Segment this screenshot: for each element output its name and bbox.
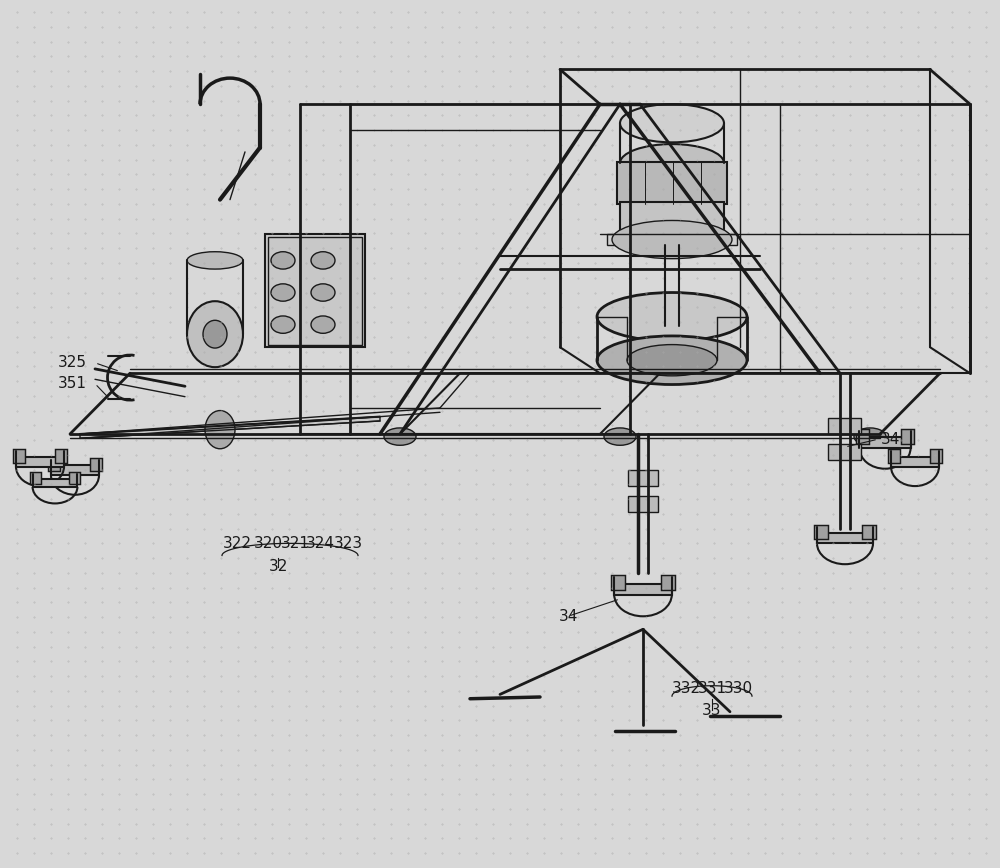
Polygon shape: [80, 417, 380, 438]
Bar: [55, 449, 67, 463]
Bar: [930, 449, 942, 463]
Bar: [620, 202, 724, 237]
Bar: [617, 162, 727, 204]
Ellipse shape: [311, 284, 335, 301]
Text: 332: 332: [671, 681, 701, 696]
Ellipse shape: [620, 144, 724, 182]
Bar: [888, 449, 900, 463]
Text: 320: 320: [254, 536, 283, 551]
Bar: [265, 234, 365, 347]
Ellipse shape: [187, 301, 243, 367]
Text: 321: 321: [280, 536, 310, 551]
Bar: [814, 524, 828, 539]
Ellipse shape: [597, 293, 747, 341]
Ellipse shape: [620, 104, 724, 142]
Bar: [30, 472, 41, 483]
Bar: [828, 418, 861, 434]
Bar: [13, 449, 25, 463]
Bar: [69, 472, 80, 483]
Bar: [51, 465, 99, 475]
Ellipse shape: [311, 252, 335, 269]
Bar: [48, 457, 60, 471]
Bar: [614, 583, 672, 595]
Text: 33: 33: [702, 702, 722, 718]
Ellipse shape: [384, 428, 416, 445]
Ellipse shape: [612, 220, 732, 259]
Text: 325: 325: [58, 355, 87, 371]
Bar: [90, 457, 102, 471]
Bar: [862, 524, 876, 539]
Bar: [268, 237, 362, 345]
Bar: [628, 470, 658, 486]
Bar: [817, 533, 873, 543]
Ellipse shape: [271, 284, 295, 301]
Bar: [628, 496, 658, 512]
Bar: [661, 575, 675, 590]
Bar: [891, 457, 939, 466]
Text: 32: 32: [268, 559, 288, 575]
Bar: [611, 575, 625, 590]
Text: 34: 34: [558, 608, 578, 624]
Text: 322: 322: [222, 536, 252, 551]
Text: 323: 323: [333, 536, 363, 551]
Bar: [901, 429, 914, 444]
Bar: [607, 234, 737, 245]
Ellipse shape: [604, 428, 636, 445]
Text: 34: 34: [880, 431, 900, 447]
Text: 330: 330: [723, 681, 753, 696]
Bar: [859, 437, 911, 448]
Bar: [856, 429, 869, 444]
Text: 331: 331: [697, 681, 727, 696]
Ellipse shape: [854, 428, 886, 445]
Bar: [828, 444, 861, 460]
Ellipse shape: [597, 336, 747, 385]
Bar: [16, 457, 64, 466]
Text: 351: 351: [58, 376, 87, 391]
Bar: [33, 479, 77, 487]
Ellipse shape: [627, 345, 717, 376]
Ellipse shape: [271, 316, 295, 333]
Ellipse shape: [187, 252, 243, 269]
Ellipse shape: [271, 252, 295, 269]
Ellipse shape: [311, 316, 335, 333]
Ellipse shape: [203, 320, 227, 348]
Text: 324: 324: [306, 536, 334, 551]
Ellipse shape: [205, 411, 235, 449]
